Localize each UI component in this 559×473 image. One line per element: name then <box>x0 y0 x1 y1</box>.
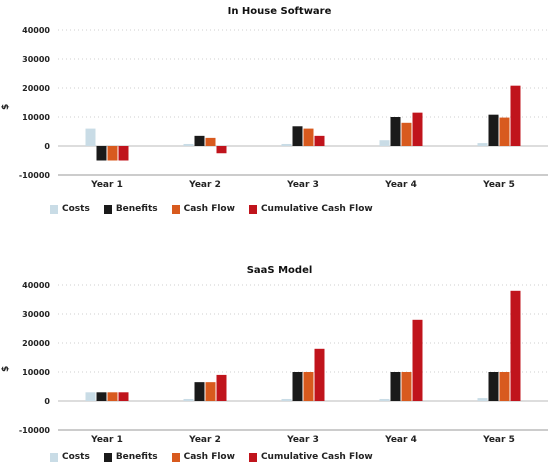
legend-label: Cash Flow <box>183 452 235 462</box>
x-tick-label: Year 2 <box>188 180 221 190</box>
legend-label: Costs <box>62 452 90 462</box>
y-tick-label: 20000 <box>22 84 50 93</box>
bar-cumulative <box>314 135 325 146</box>
legend-label: Costs <box>62 204 90 214</box>
bar-costs <box>281 398 292 401</box>
legend-swatch-benefits <box>103 452 112 462</box>
x-tick-label: Year 4 <box>384 435 417 445</box>
bar-cash-flow <box>401 122 412 146</box>
legend-swatch-benefits <box>103 204 112 214</box>
bar-cumulative <box>412 319 423 401</box>
legend-item-benefits: Benefits <box>103 204 158 214</box>
y-tick-label: 0 <box>44 142 50 151</box>
bar-cumulative <box>510 290 521 401</box>
bar-benefits <box>96 146 107 161</box>
legend-swatch-cumulative <box>248 452 257 462</box>
bar-chart-saas: -10000 0 10000 20000 30000 40000 Year 1 Year 2 Y… <box>19 281 548 445</box>
legend-swatch-cash-flow <box>171 452 180 462</box>
legend-label: Cumulative Cash Flow <box>260 204 373 214</box>
legend-item-cash-flow: Cash Flow <box>171 452 235 462</box>
legend-label: Cash Flow <box>183 204 235 214</box>
bar-costs <box>379 140 390 146</box>
x-tick-label: Year 2 <box>188 435 221 445</box>
bar-costs <box>379 398 390 401</box>
chart-legend: Costs Benefits Cash Flow Cumulative Cash… <box>50 204 373 214</box>
bar-costs <box>477 398 488 401</box>
bar-cash-flow <box>401 372 412 401</box>
bar-benefits <box>194 382 205 401</box>
legend-item-costs: Costs <box>50 452 90 462</box>
bar-cash-flow <box>303 128 314 146</box>
legend-item-cash-flow: Cash Flow <box>171 204 235 214</box>
bar-cumulative <box>412 112 423 146</box>
legend-label: Cumulative Cash Flow <box>260 452 373 462</box>
legend-item-cumulative: Cumulative Cash Flow <box>248 452 373 462</box>
chart-title: In House Software <box>227 6 332 17</box>
legend-label: Benefits <box>115 204 158 214</box>
y-tick-label: 30000 <box>22 55 50 64</box>
legend-swatch-cash-flow <box>171 204 180 214</box>
bar-costs <box>183 398 194 401</box>
bar-benefits <box>488 372 499 401</box>
bar-cash-flow <box>107 392 118 401</box>
x-tick-label: Year 3 <box>286 435 319 445</box>
bar-benefits <box>390 117 401 146</box>
chart-panel-in-house: In House Software $ -10000 0 10000 20000 300… <box>0 0 559 232</box>
y-tick-label: 10000 <box>22 113 50 122</box>
bar-benefits <box>488 114 499 146</box>
x-tick-label: Year 3 <box>286 180 319 190</box>
legend-swatch-costs <box>50 452 58 462</box>
y-tick-label: 40000 <box>22 26 50 35</box>
bar-costs <box>85 392 96 401</box>
bar-cumulative <box>510 85 521 146</box>
bar-benefits <box>96 392 107 401</box>
x-tick-label: Year 1 <box>90 180 123 190</box>
bar-benefits <box>194 135 205 146</box>
bar-cash-flow <box>499 372 510 401</box>
legend-label: Benefits <box>115 452 158 462</box>
chart-title: SaaS Model <box>246 265 313 276</box>
bar-cumulative <box>216 374 227 401</box>
bar-benefits <box>292 126 303 146</box>
y-tick-label: -10000 <box>19 426 51 435</box>
bar-cumulative <box>118 392 129 401</box>
legend-item-costs: Costs <box>50 204 90 214</box>
chart-legend: Costs Benefits Cash Flow Cumulative Cash… <box>50 452 373 462</box>
x-tick-label: Year 1 <box>90 435 123 445</box>
bar-cash-flow <box>107 146 118 161</box>
bar-cash-flow <box>205 382 216 401</box>
x-tick-label: Year 5 <box>482 180 515 190</box>
bar-benefits <box>292 372 303 401</box>
x-tick-label: Year 4 <box>384 180 417 190</box>
bar-costs <box>281 143 292 146</box>
bar-cash-flow <box>205 137 216 146</box>
bar-cumulative <box>118 146 129 161</box>
bar-costs <box>85 128 96 146</box>
bar-chart-in-house: -10000 0 10000 20000 30000 40000 Year 1 Year 2 Y… <box>19 26 548 190</box>
bar-benefits <box>390 372 401 401</box>
legend-swatch-costs <box>50 204 58 214</box>
y-tick-label: 10000 <box>22 368 50 377</box>
chart-panel-saas: SaaS Model $ -10000 0 10000 20000 30000 40000… <box>0 262 559 473</box>
x-tick-label: Year 5 <box>482 435 515 445</box>
bar-cash-flow <box>499 117 510 146</box>
y-tick-label: 40000 <box>22 281 50 290</box>
bar-cash-flow <box>303 372 314 401</box>
bar-costs <box>183 143 194 146</box>
legend-item-cumulative: Cumulative Cash Flow <box>248 204 373 214</box>
y-tick-label: 30000 <box>22 310 50 319</box>
bar-costs <box>477 143 488 146</box>
bar-cumulative <box>314 348 325 401</box>
y-tick-label: -10000 <box>19 171 51 180</box>
bar-cumulative <box>216 146 227 154</box>
y-tick-label: 0 <box>44 397 50 406</box>
y-tick-label: 20000 <box>22 339 50 348</box>
legend-swatch-cumulative <box>248 204 257 214</box>
legend-item-benefits: Benefits <box>103 452 158 462</box>
